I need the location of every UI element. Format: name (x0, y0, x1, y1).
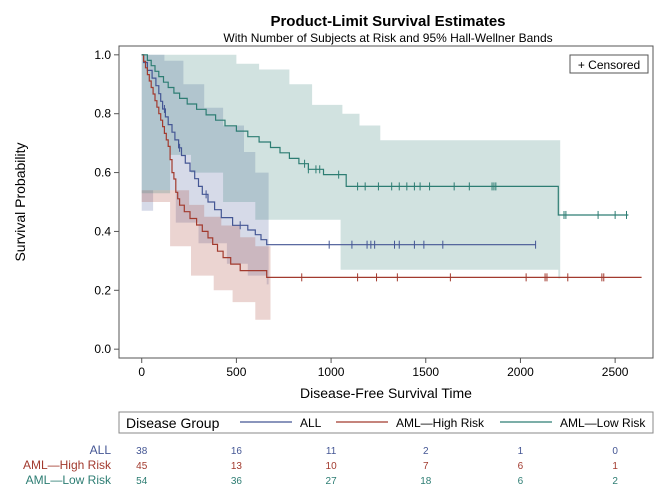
at-risk-count-2-3: 18 (420, 476, 432, 487)
at-risk-count-1-4: 6 (518, 461, 524, 472)
at-risk-count-0-2: 11 (326, 446, 337, 457)
x-tick-label-5: 2500 (602, 365, 629, 379)
y-axis: 0.0 0.2 0.4 0.6 0.8 1.0 (94, 48, 119, 356)
at-risk-count-2-0: 54 (136, 476, 148, 487)
at-risk-row-label-1: AML—High Risk (23, 458, 112, 472)
x-tick-label-2: 1000 (318, 365, 345, 379)
x-tick-label-4: 2000 (507, 365, 534, 379)
chart-subtitle: With Number of Subjects at Risk and 95% … (223, 31, 552, 45)
x-tick-label-0: 0 (138, 365, 145, 379)
y-tick-label-4: 0.8 (94, 107, 111, 121)
at-risk-row-label-0: ALL (90, 443, 112, 457)
at-risk-row-label-2: AML—Low Risk (26, 473, 112, 487)
at-risk-count-2-4: 6 (518, 476, 524, 487)
group-legend-title: Disease Group (126, 415, 220, 431)
chart-title: Product-Limit Survival Estimates (270, 13, 505, 30)
at-risk-count-2-5: 2 (612, 476, 618, 487)
y-tick-label-2: 0.4 (94, 224, 111, 238)
at-risk-count-0-0: 38 (136, 446, 148, 457)
legend-label-0: ALL (300, 416, 322, 430)
at-risk-count-2-1: 36 (231, 476, 243, 487)
censored-marks (163, 104, 627, 282)
confidence-bands (141, 54, 561, 320)
confidence-band-0 (141, 54, 269, 285)
at-risk-count-0-3: 2 (423, 446, 429, 457)
at-risk-count-1-2: 10 (326, 461, 338, 472)
y-tick-label-5: 1.0 (94, 48, 111, 62)
at-risk-count-1-3: 7 (423, 461, 429, 472)
y-tick-label-3: 0.6 (94, 166, 111, 180)
at-risk-count-1-0: 45 (136, 461, 148, 472)
group-legend: Disease Group ALL AML—High Risk AML—Low Ri… (118, 411, 654, 434)
y-axis-label: Survival Probability (12, 142, 28, 261)
at-risk-count-0-5: 0 (612, 446, 618, 457)
x-axis: 0 500 1000 1500 2000 2500 (138, 358, 629, 379)
at-risk-count-2-2: 27 (326, 476, 338, 487)
plot-area (141, 54, 642, 320)
censored-legend-label: + Censored (578, 58, 640, 72)
censored-legend: + Censored (569, 54, 649, 74)
survival-curve-0 (141, 54, 536, 246)
survival-curve-1 (141, 54, 642, 278)
censored-legend-box (569, 54, 649, 74)
y-tick-label-1: 0.2 (94, 283, 111, 297)
plot-frame (118, 45, 654, 359)
x-tick-label-1: 500 (226, 365, 246, 379)
legend-label-2: AML—Low Risk (560, 416, 646, 430)
at-risk-count-0-4: 1 (518, 446, 524, 457)
survival-curves (141, 54, 642, 278)
x-axis-label: Disease-Free Survival Time (300, 385, 472, 401)
at-risk-count-0-1: 16 (231, 446, 243, 457)
at-risk-count-1-5: 1 (612, 461, 618, 472)
y-tick-label-0: 0.0 (94, 342, 111, 356)
confidence-band-1 (141, 190, 271, 320)
at-risk-count-1-1: 13 (231, 461, 243, 472)
legend-label-1: AML—High Risk (396, 416, 485, 430)
survival-curve-2 (141, 54, 629, 216)
x-tick-label-3: 1500 (412, 365, 439, 379)
confidence-band-2 (141, 54, 561, 279)
